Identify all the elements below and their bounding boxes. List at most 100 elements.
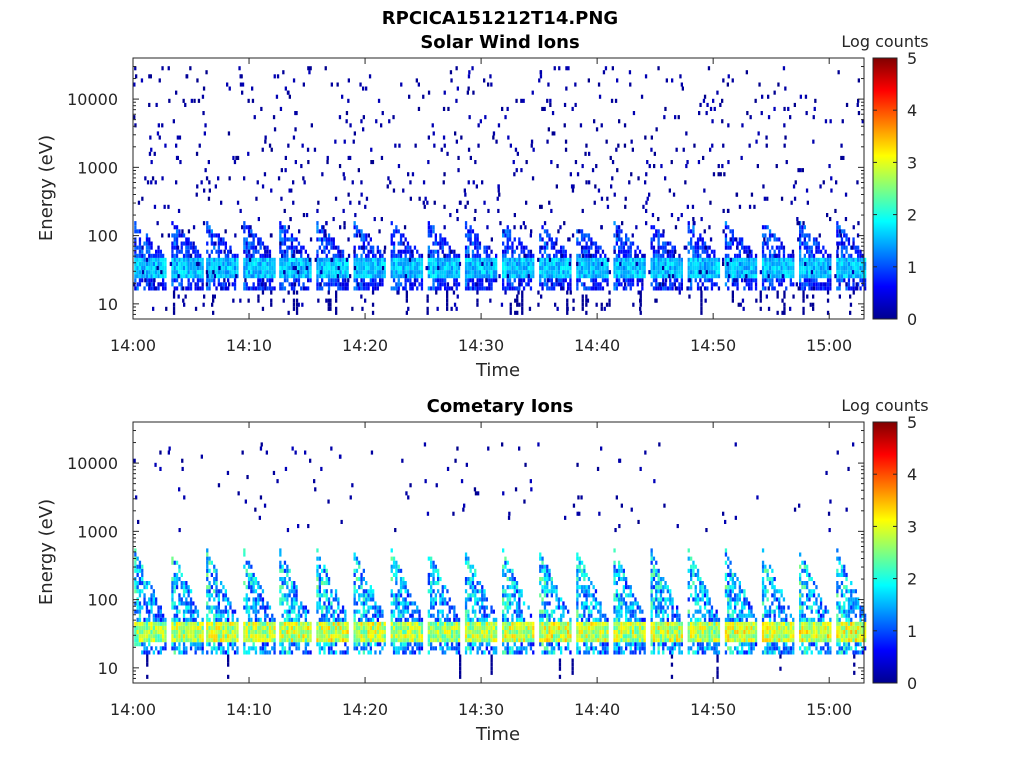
spectrogram-cell xyxy=(778,261,781,266)
spectrogram-cell xyxy=(773,266,776,271)
spectrogram-cell xyxy=(279,625,282,630)
spectrogram-cell xyxy=(148,581,151,586)
spectrogram-cell xyxy=(290,642,294,647)
spectrogram-cell xyxy=(638,249,642,254)
spectrogram-cell xyxy=(404,237,407,242)
spectrogram-cell xyxy=(206,617,209,622)
spectrogram-cell xyxy=(775,266,779,271)
spectrogram-cell xyxy=(446,286,449,291)
spectrogram-cell xyxy=(631,147,634,152)
spectrogram-cell xyxy=(347,253,351,258)
spectrogram-cell xyxy=(138,261,142,266)
spectrogram-cell xyxy=(220,613,223,618)
spectrogram-cell xyxy=(625,237,628,242)
spectrogram-cell xyxy=(406,249,410,254)
spectrogram-cell xyxy=(149,135,152,140)
spectrogram-cell xyxy=(247,151,250,156)
spectrogram-cell xyxy=(223,249,226,254)
spectrogram-cell xyxy=(627,282,630,287)
spectrogram-cell xyxy=(201,282,204,287)
spectrogram-cell xyxy=(293,630,296,635)
spectrogram-cell xyxy=(672,253,675,258)
spectrogram-cell xyxy=(703,249,707,254)
spectrogram-cell xyxy=(194,274,197,279)
spectrogram-cell xyxy=(583,274,586,279)
spectrogram-cell xyxy=(666,270,669,275)
spectrogram-cell xyxy=(189,642,193,647)
spectrogram-cell xyxy=(302,621,305,626)
spectrogram-cell xyxy=(673,282,676,287)
spectrogram-cell xyxy=(750,261,753,266)
spectrogram-cell xyxy=(495,253,498,258)
spectrogram-cell xyxy=(671,270,674,275)
spectrogram-cell xyxy=(202,221,206,226)
spectrogram-cell xyxy=(629,82,632,87)
spectrogram-cell xyxy=(444,237,447,242)
spectrogram-cell xyxy=(254,249,258,254)
spectrogram-cell xyxy=(741,270,744,275)
spectrogram-cell xyxy=(701,282,704,287)
spectrogram-cell xyxy=(245,282,248,287)
spectrogram-cell xyxy=(405,310,408,315)
spectrogram-cell xyxy=(569,172,572,177)
spectrogram-cell xyxy=(529,261,533,266)
spectrogram-cell xyxy=(805,111,808,116)
spectrogram-cell xyxy=(669,261,672,266)
spectrogram-cell xyxy=(742,306,745,311)
spectrogram-cell xyxy=(657,257,660,262)
spectrogram-cell xyxy=(713,253,716,258)
spectrogram-cell xyxy=(580,249,584,254)
spectrogram-cell xyxy=(162,274,165,279)
spectrogram-cell xyxy=(134,581,137,586)
spectrogram-cell xyxy=(358,286,361,291)
spectrogram-cell xyxy=(175,585,179,590)
spectrogram-cell xyxy=(608,298,611,303)
spectrogram-cell xyxy=(227,630,230,635)
spectrogram-cell xyxy=(599,266,602,271)
spectrogram-cell xyxy=(409,270,412,275)
spectrogram-cell xyxy=(783,294,786,299)
spectrogram-cell xyxy=(369,245,372,250)
spectrogram-cell xyxy=(578,274,581,279)
spectrogram-cell xyxy=(152,282,155,287)
spectrogram-cell xyxy=(495,257,498,262)
spectrogram-cell xyxy=(792,282,795,287)
spectrogram-cell xyxy=(272,115,276,120)
spectrogram-cell xyxy=(182,98,185,103)
spectrogram-cell xyxy=(273,625,276,630)
spectrogram-cell xyxy=(678,286,681,291)
spectrogram-cell xyxy=(799,266,802,271)
spectrogram-cell xyxy=(189,253,192,258)
spectrogram-cell xyxy=(180,245,183,250)
spectrogram-cell xyxy=(773,106,776,111)
spectrogram-cell xyxy=(513,257,516,262)
spectrogram-cell xyxy=(220,286,223,291)
spectrogram-cell xyxy=(134,286,137,291)
spectrogram-cell xyxy=(353,274,356,279)
spectrogram-cell xyxy=(550,286,553,291)
spectrogram-cell xyxy=(287,90,290,95)
spectrogram-cell xyxy=(141,253,144,258)
spectrogram-cell xyxy=(257,282,260,287)
spectrogram-cell xyxy=(157,261,160,266)
spectrogram-cell xyxy=(613,261,616,266)
spectrogram-cell xyxy=(367,257,370,262)
spectrogram-cell xyxy=(136,617,139,622)
spectrogram-cell xyxy=(508,245,512,250)
spectrogram-cell xyxy=(808,237,811,242)
spectrogram-cell xyxy=(165,306,168,311)
spectrogram-cell xyxy=(187,249,190,254)
spectrogram-cell xyxy=(172,290,176,295)
spectrogram-cell xyxy=(492,257,495,262)
spectrogram-cell xyxy=(318,630,321,635)
spectrogram-cell xyxy=(418,270,421,275)
spectrogram-cell xyxy=(344,274,347,279)
spectrogram-cell xyxy=(836,245,840,250)
spectrogram-cell xyxy=(243,241,246,246)
spectrogram-cell xyxy=(283,621,287,626)
spectrogram-cell xyxy=(543,245,547,250)
spectrogram-cell xyxy=(327,298,330,303)
spectrogram-cell xyxy=(206,593,209,598)
spectrogram-cell xyxy=(245,605,248,610)
spectrogram-cell xyxy=(362,270,365,275)
